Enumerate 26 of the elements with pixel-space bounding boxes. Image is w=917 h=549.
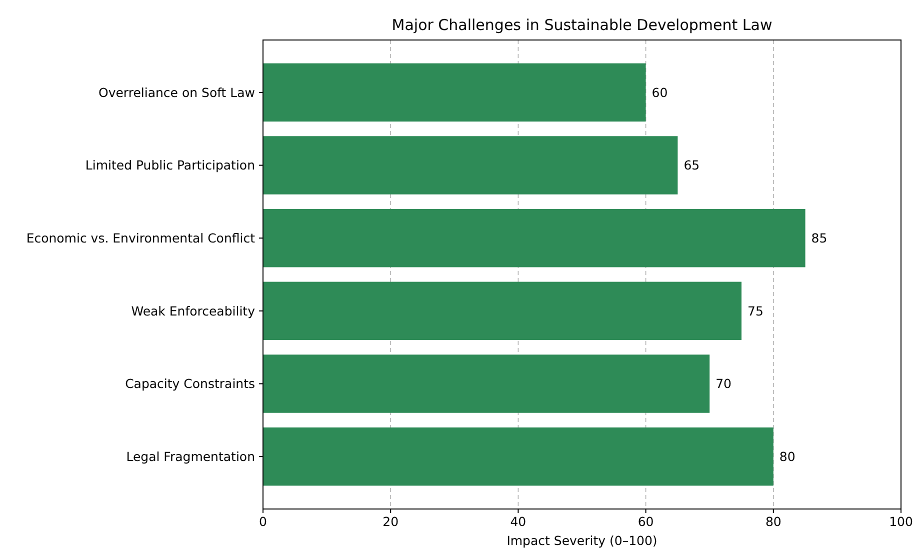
x-tick-label: 100: [889, 514, 913, 529]
bar: [263, 427, 774, 486]
x-tick-label: 40: [510, 514, 526, 529]
y-tick-label: Limited Public Participation: [85, 158, 255, 173]
data-label: 75: [748, 303, 764, 318]
data-label: 85: [811, 230, 828, 246]
bar: [263, 136, 678, 194]
y-tick-label: Economic vs. Environmental Conflict: [26, 230, 256, 246]
x-tick-label: 0: [259, 514, 268, 529]
x-tick-label: 60: [638, 514, 654, 529]
bar: [263, 282, 742, 340]
y-tick-label: Capacity Constraints: [125, 376, 255, 392]
data-label: 80: [779, 448, 796, 464]
bar: [263, 354, 710, 413]
bar: [263, 63, 646, 122]
data-label: 70: [716, 376, 732, 392]
bar: [263, 208, 806, 268]
y-tick-label: Overreliance on Soft Law: [98, 84, 255, 100]
y-tick-label: Weak Enforceability: [131, 303, 256, 318]
data-label: 65: [684, 158, 700, 173]
chart-title: Major Challenges in Sustainable Development Law: [392, 16, 772, 34]
data-label: 60: [652, 84, 668, 100]
x-axis-title: Impact Severity (0–100): [506, 533, 658, 548]
x-tick-label: 80: [765, 514, 782, 529]
y-tick-label: Legal Fragmentation: [126, 448, 255, 464]
x-tick-label: 20: [382, 514, 399, 529]
